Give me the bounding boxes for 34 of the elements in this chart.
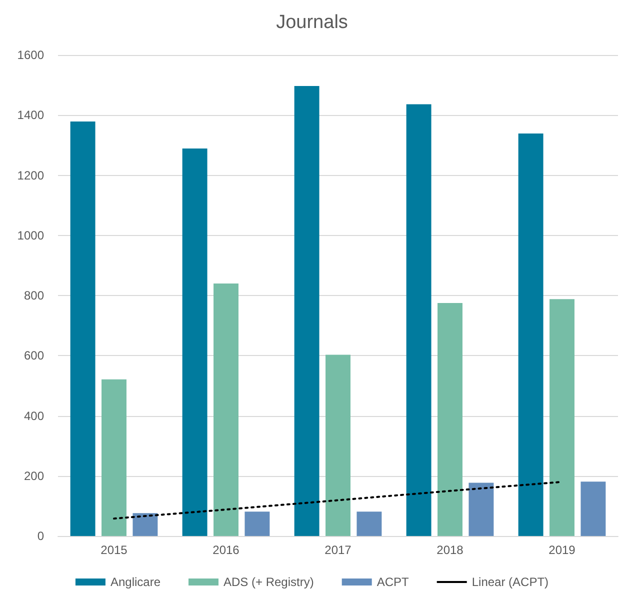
y-tick-label: 0 — [37, 529, 44, 543]
y-tick-label: 1200 — [17, 168, 44, 182]
bar — [214, 283, 238, 536]
bar — [326, 354, 350, 536]
bar — [102, 379, 126, 536]
x-tick-label: 2019 — [548, 543, 576, 557]
x-tick-label: 2018 — [436, 543, 464, 557]
bar — [294, 86, 320, 536]
bar — [550, 299, 574, 536]
bar — [518, 133, 544, 536]
legend-label: ACPT — [376, 575, 410, 589]
y-tick-label: 800 — [24, 288, 44, 302]
y-tick-label: 1600 — [17, 48, 44, 62]
bar — [244, 512, 270, 536]
y-tick-label: 400 — [24, 408, 44, 423]
bar — [468, 482, 494, 536]
bar — [70, 121, 96, 536]
bar — [132, 513, 158, 536]
y-tick-label: 1000 — [17, 228, 44, 242]
bar — [580, 482, 606, 536]
chart-title: Journals — [276, 12, 348, 33]
x-tick-label: 2016 — [212, 543, 240, 557]
bar — [356, 512, 382, 536]
bar — [406, 104, 432, 536]
legend-label: ADS (+ Registry) — [223, 575, 314, 589]
legend-label: Linear (ACPT) — [472, 575, 549, 589]
y-tick-label: 200 — [24, 468, 44, 483]
x-tick-label: 2017 — [324, 543, 352, 557]
y-tick-label: 1400 — [17, 108, 44, 122]
bar — [182, 148, 208, 536]
x-tick-label: 2015 — [100, 543, 128, 557]
y-tick-label: 600 — [24, 348, 44, 363]
bar — [438, 303, 462, 536]
legend-label: Anglicare — [110, 575, 161, 589]
